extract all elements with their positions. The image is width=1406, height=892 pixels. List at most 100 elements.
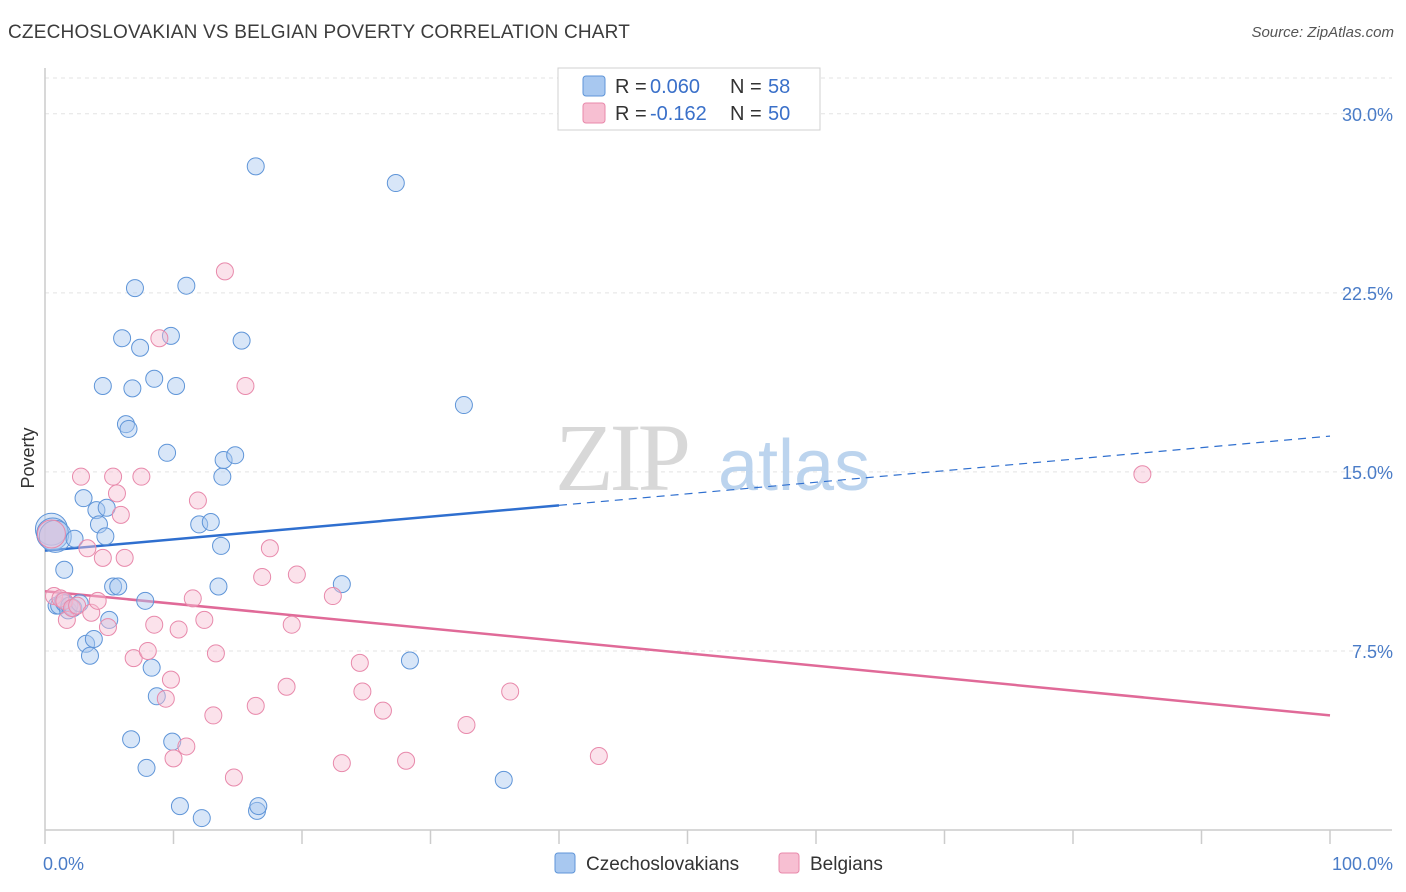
x-tick-label-min: 0.0% (43, 854, 84, 874)
belgian-point (1133, 465, 1152, 484)
belgian-point (373, 701, 392, 720)
legend-r-label-czech: R = (615, 76, 647, 98)
czech-point (119, 419, 138, 438)
czech-point (454, 396, 473, 415)
legend-r-value-belgian: -0.162 (650, 103, 707, 125)
czech-point (226, 446, 245, 465)
belgian-point (115, 548, 134, 567)
czech-point (209, 577, 228, 596)
czech-point (246, 157, 265, 176)
belgian-trend-line (44, 590, 1331, 717)
belgian-point (145, 615, 164, 634)
belgian-point (104, 467, 123, 486)
belgian-point (332, 754, 351, 773)
legend-n-label-czech: N = (730, 76, 762, 98)
czech-point (36, 517, 70, 551)
belgian-point (78, 539, 97, 558)
belgian-point (169, 620, 188, 639)
czech-point (145, 369, 164, 388)
belgian-point (501, 682, 520, 701)
belgian-point (215, 262, 234, 281)
czech-point (122, 730, 141, 749)
czech-point (232, 331, 251, 350)
czech-point (109, 577, 128, 596)
legend-r-value-czech: 0.060 (650, 76, 700, 98)
belgian-point (36, 519, 66, 549)
czech-point (104, 577, 123, 596)
czech-point (55, 560, 74, 579)
czech-point (332, 575, 351, 594)
belgian-point (353, 682, 372, 701)
grid-lines (45, 77, 1392, 652)
czech-point (65, 529, 84, 548)
belgian-point (62, 598, 81, 617)
czech-points (34, 157, 513, 828)
belgian-point (195, 610, 214, 629)
axes (44, 68, 1392, 844)
belgian-point (287, 565, 306, 584)
czech-point (93, 376, 112, 395)
belgian-point (111, 505, 130, 524)
czech-trend-line (44, 504, 560, 552)
x-tick-label-max: 100.0% (1332, 854, 1393, 874)
y-tick-label: 15.0% (1342, 463, 1393, 483)
belgian-point (132, 467, 151, 486)
czech-point (97, 498, 116, 517)
czech-point (100, 610, 119, 629)
belgian-point (138, 641, 157, 660)
belgian-point (260, 539, 279, 558)
belgian-point (236, 376, 255, 395)
y-tick-label: 7.5% (1352, 642, 1393, 662)
czech-point (400, 651, 419, 670)
belgian-point (224, 768, 243, 787)
legend-r-label-belgian: R = (615, 103, 647, 125)
chart-source: Source: ZipAtlas.com (1251, 24, 1394, 41)
y-tick-label: 30.0% (1342, 105, 1393, 125)
series-legend: Czechoslovakians Belgians (554, 852, 883, 875)
belgian-point (98, 618, 117, 637)
czech-point (136, 591, 155, 610)
czech-point (131, 338, 150, 357)
y-axis-label: Poverty (18, 427, 38, 488)
belgian-point (150, 329, 169, 348)
legend-n-value-czech: 58 (768, 76, 790, 98)
belgian-point (206, 644, 225, 663)
czech-point (214, 450, 233, 469)
watermark-atlas: atlas (718, 426, 870, 506)
belgian-point (177, 737, 196, 756)
belgian-point (57, 610, 76, 629)
belgian-point (71, 467, 90, 486)
belgian-point (68, 596, 87, 615)
belgian-point (277, 677, 296, 696)
czech-point (74, 489, 93, 508)
czech-point (249, 797, 268, 816)
czech-point (213, 467, 232, 486)
tick-labels: 7.5% 15.0% 22.5% 30.0% 0.0% 100.0% (43, 105, 1393, 874)
legend-n-value-belgian: 50 (768, 103, 790, 125)
belgian-point (204, 706, 223, 725)
czech-point (96, 527, 115, 546)
czech-point (84, 630, 103, 649)
belgian-point (93, 548, 112, 567)
czech-point (167, 376, 186, 395)
belgian-point (282, 615, 301, 634)
czech-point (201, 513, 220, 532)
belgian-point (107, 484, 126, 503)
bottom-legend-belgian: Belgians (810, 854, 883, 875)
belgian-point (350, 653, 369, 672)
belgian-point (164, 749, 183, 768)
czech-point (80, 646, 99, 665)
bottom-legend-czech: Czechoslovakians (586, 854, 739, 875)
czech-point (116, 415, 135, 434)
belgian-point (323, 587, 342, 606)
belgian-point (161, 670, 180, 689)
legend-swatch-belgian (582, 102, 606, 124)
watermark-zip: ZIP (555, 404, 688, 511)
czech-point (192, 809, 211, 828)
czech-point (190, 515, 209, 534)
czech-trend-extension (558, 435, 1331, 506)
belgian-point (183, 589, 202, 608)
czech-point (142, 658, 161, 677)
trend-lines (44, 435, 1331, 717)
